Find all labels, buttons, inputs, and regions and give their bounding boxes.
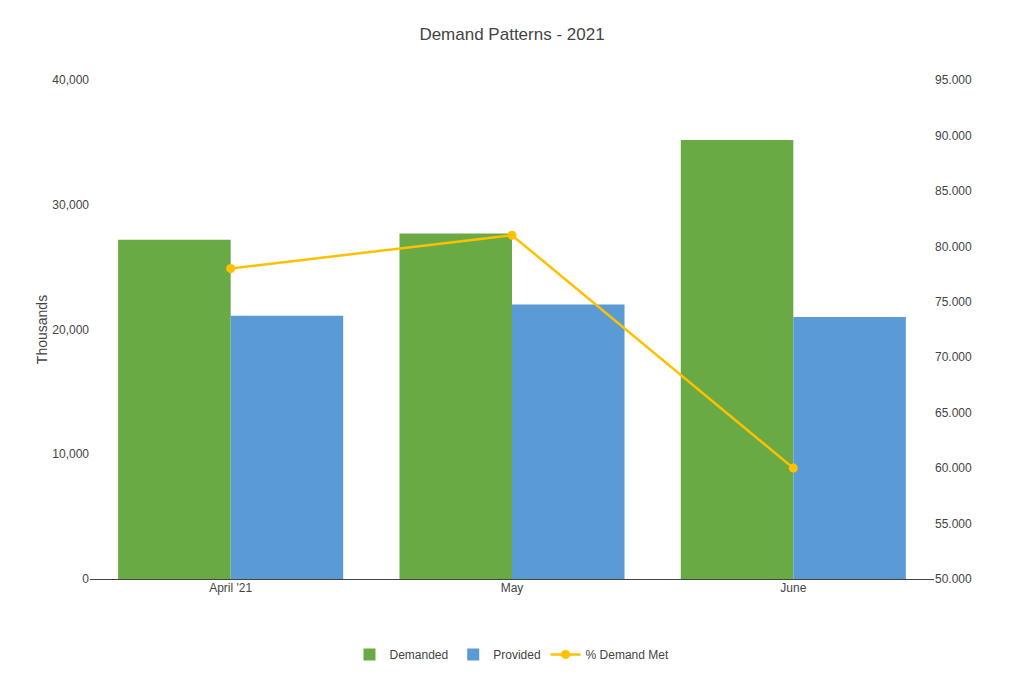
svg-text:80.000: 80.000 <box>935 240 972 254</box>
svg-text:65.000: 65.000 <box>935 406 972 420</box>
svg-text:50.000: 50.000 <box>935 572 972 586</box>
svg-text:May: May <box>501 581 524 595</box>
svg-text:70.000: 70.000 <box>935 350 972 364</box>
svg-text:20,000: 20,000 <box>52 323 89 337</box>
svg-text:April '21: April '21 <box>209 581 252 595</box>
svg-text:Thousands: Thousands <box>34 295 50 364</box>
svg-text:% Demand Met: % Demand Met <box>586 648 669 662</box>
svg-text:Demanded: Demanded <box>390 648 449 662</box>
svg-text:75.000: 75.000 <box>935 295 972 309</box>
svg-text:40,000: 40,000 <box>52 73 89 87</box>
svg-text:Provided: Provided <box>493 648 540 662</box>
svg-text:0: 0 <box>82 572 89 586</box>
svg-text:55.000: 55.000 <box>935 517 972 531</box>
svg-text:10,000: 10,000 <box>52 447 89 461</box>
svg-text:90.000: 90.000 <box>935 129 972 143</box>
svg-text:60.000: 60.000 <box>935 461 972 475</box>
svg-text:30,000: 30,000 <box>52 198 89 212</box>
svg-text:85.000: 85.000 <box>935 184 972 198</box>
svg-text:95.000: 95.000 <box>935 73 972 87</box>
svg-text:June: June <box>780 581 806 595</box>
svg-text:Demand Patterns - 2021: Demand Patterns - 2021 <box>419 25 604 44</box>
